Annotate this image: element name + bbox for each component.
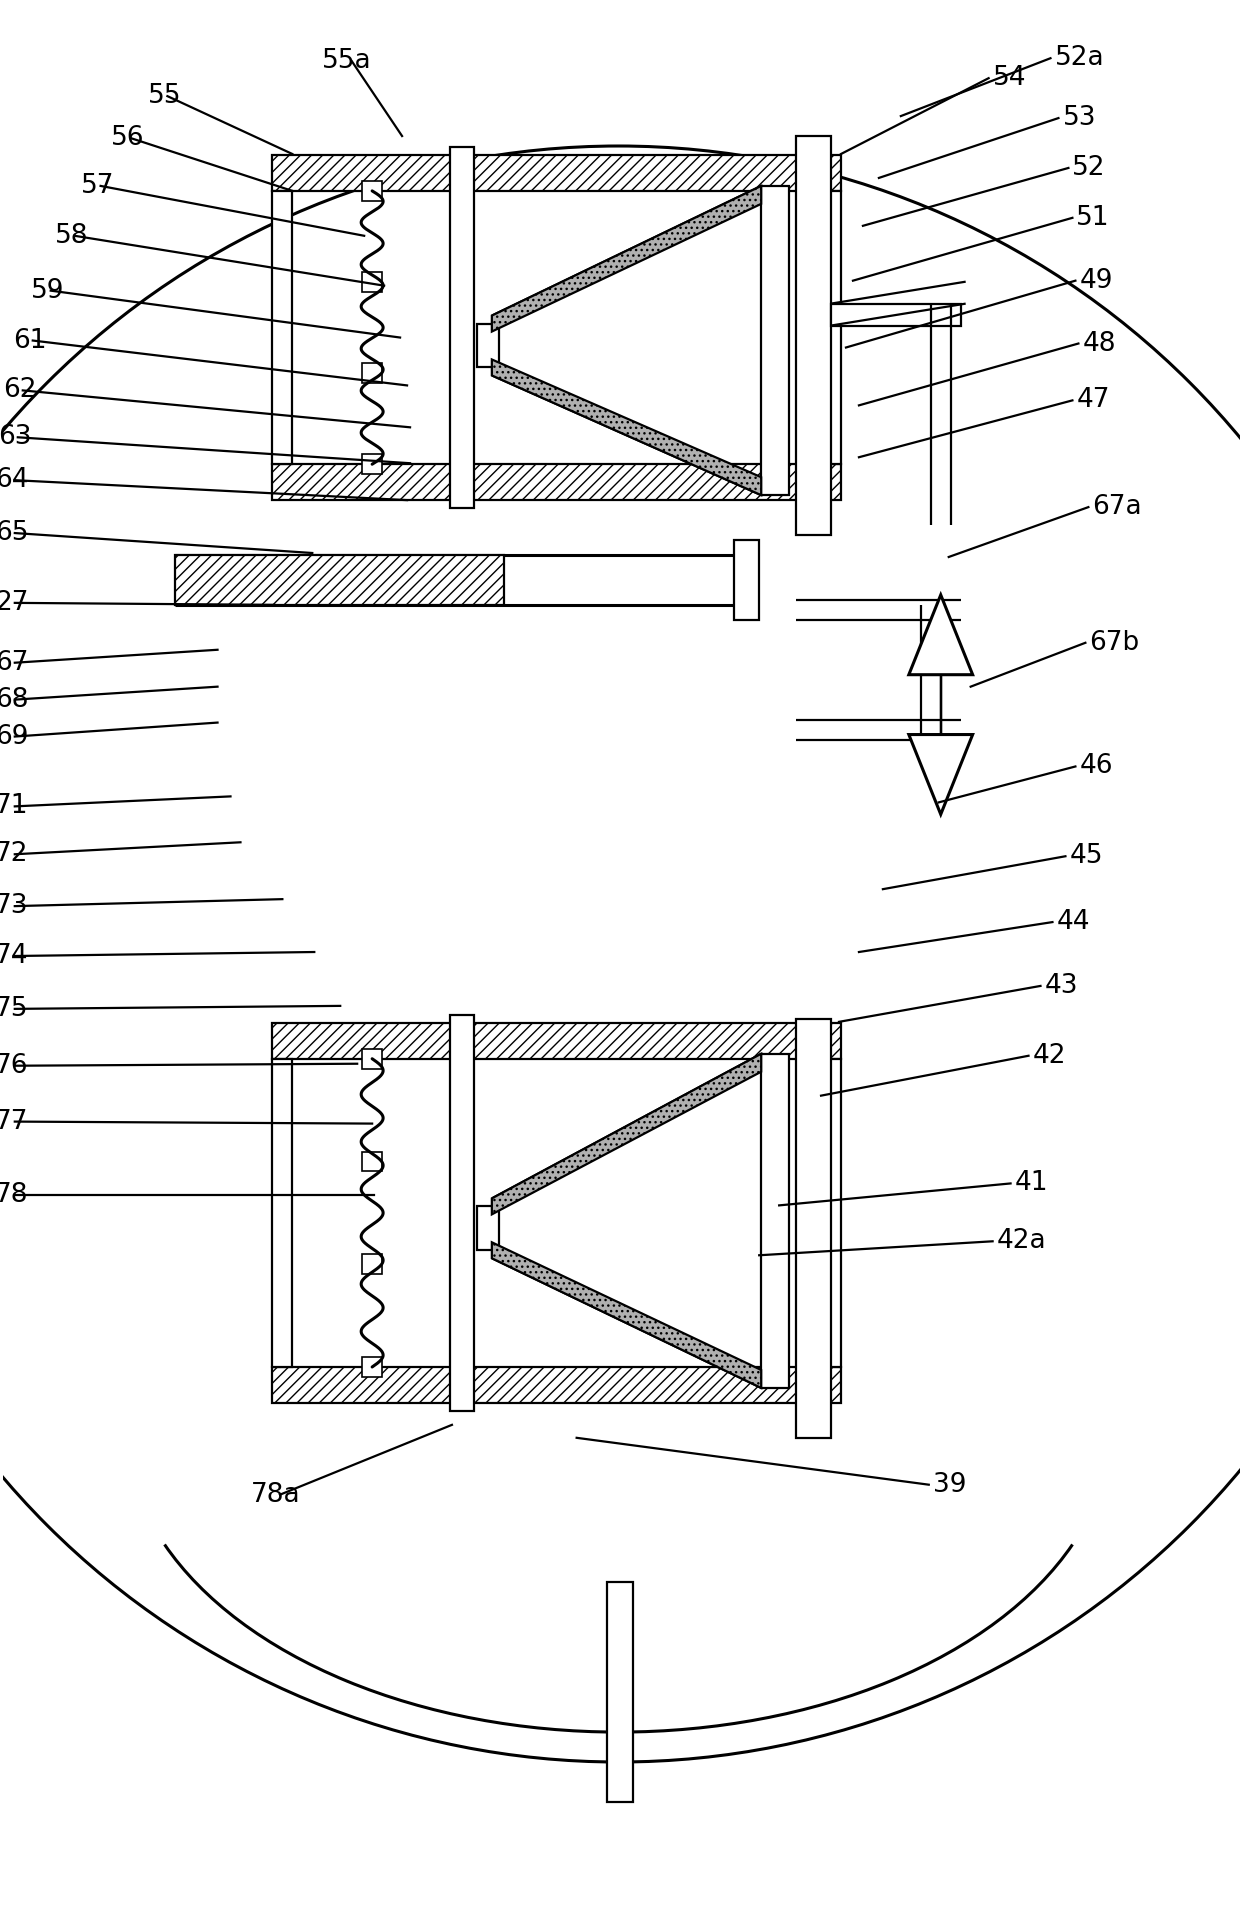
Bar (477, 1206, 498, 1250)
Text: 52: 52 (1073, 155, 1106, 182)
Text: 51: 51 (1076, 205, 1110, 232)
Text: 73: 73 (0, 894, 29, 919)
Text: 67a: 67a (1092, 494, 1142, 521)
Bar (796, 136, 831, 536)
Bar (273, 191, 293, 465)
Polygon shape (909, 595, 972, 676)
Text: 76: 76 (0, 1053, 29, 1079)
Bar (761, 186, 789, 496)
Text: 78a: 78a (250, 1481, 300, 1508)
Bar (362, 454, 382, 475)
Polygon shape (492, 360, 761, 496)
Bar (362, 364, 382, 383)
Bar (362, 1049, 382, 1068)
Bar (606, 1583, 632, 1801)
Text: 55a: 55a (322, 48, 372, 75)
Bar (362, 1152, 382, 1171)
Bar (362, 1357, 382, 1376)
Bar (362, 272, 382, 293)
Text: 41: 41 (1014, 1171, 1048, 1196)
Bar (273, 155, 841, 191)
Text: 57: 57 (81, 172, 114, 199)
Text: 49: 49 (1079, 268, 1112, 293)
Bar (796, 1018, 831, 1437)
Text: 47: 47 (1076, 387, 1110, 413)
Text: 27: 27 (0, 590, 29, 616)
Text: 77: 77 (0, 1108, 29, 1135)
Text: 71: 71 (0, 794, 29, 819)
Text: 64: 64 (0, 467, 29, 494)
Polygon shape (492, 186, 761, 331)
Text: 55: 55 (148, 82, 181, 109)
Bar (821, 1058, 841, 1367)
Bar (273, 465, 841, 500)
Text: 48: 48 (1083, 331, 1116, 356)
Text: 58: 58 (55, 222, 88, 249)
Text: 46: 46 (1079, 754, 1112, 779)
Bar (362, 182, 382, 201)
Text: 42a: 42a (997, 1229, 1047, 1254)
Text: 52a: 52a (1054, 46, 1104, 71)
Bar (734, 540, 759, 620)
Polygon shape (492, 1242, 761, 1388)
Text: 56: 56 (110, 124, 144, 151)
Bar (273, 1367, 841, 1403)
Text: 59: 59 (31, 278, 64, 304)
Bar (821, 191, 841, 465)
Text: 42: 42 (1033, 1043, 1066, 1068)
Bar (362, 1254, 382, 1275)
Bar (175, 555, 503, 605)
Text: 67: 67 (0, 649, 29, 676)
Text: 43: 43 (1044, 972, 1078, 999)
Bar (477, 323, 498, 367)
Text: 75: 75 (0, 995, 29, 1022)
Text: 67b: 67b (1090, 630, 1140, 657)
Bar (273, 1058, 293, 1367)
Text: 62: 62 (2, 377, 36, 404)
Text: 39: 39 (932, 1472, 966, 1497)
Bar (450, 147, 474, 507)
Text: 53: 53 (1063, 105, 1096, 130)
Text: 72: 72 (0, 842, 29, 867)
Text: 61: 61 (14, 327, 47, 354)
Text: 69: 69 (0, 723, 29, 750)
Polygon shape (492, 1055, 761, 1213)
Bar (450, 1014, 474, 1411)
Text: 45: 45 (1069, 844, 1102, 869)
Bar (831, 304, 961, 325)
Bar (761, 1055, 789, 1388)
Bar (273, 1022, 841, 1058)
Text: 74: 74 (0, 944, 29, 968)
Text: 44: 44 (1056, 909, 1090, 936)
Text: 63: 63 (0, 425, 31, 450)
Polygon shape (909, 735, 972, 813)
Text: 54: 54 (992, 65, 1027, 92)
Text: 65: 65 (0, 521, 29, 545)
Text: 68: 68 (0, 687, 29, 712)
Text: 78: 78 (0, 1183, 29, 1208)
